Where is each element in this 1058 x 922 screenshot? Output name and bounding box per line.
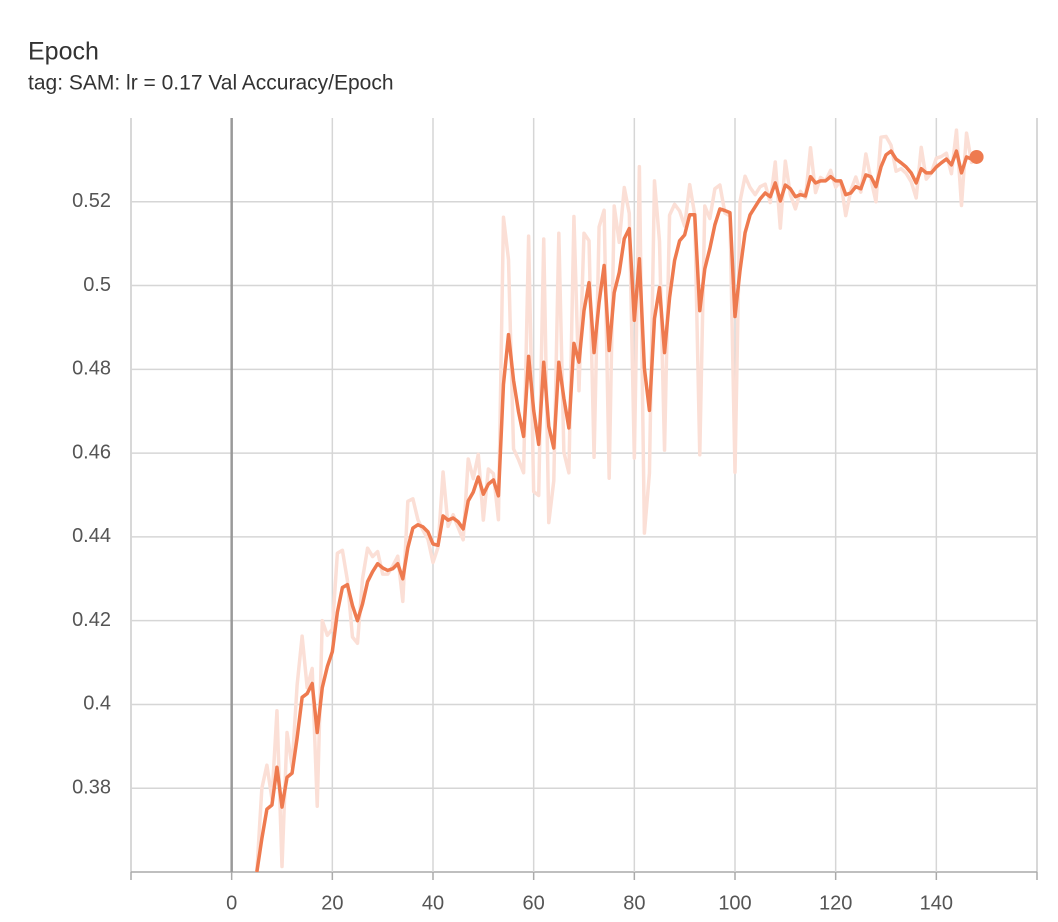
- x-tick-label: 140: [920, 892, 953, 914]
- y-tick-label: 0.52: [72, 190, 111, 212]
- x-tick-label: 0: [226, 892, 237, 914]
- x-tick-label: 60: [523, 892, 545, 914]
- y-tick-label: 0.38: [72, 777, 111, 799]
- x-tick-label: 100: [718, 892, 751, 914]
- plot-area: [255, 128, 979, 872]
- grid: [130, 118, 1038, 880]
- x-tick-label: 20: [321, 892, 343, 914]
- chart-title: Epoch: [28, 38, 99, 66]
- y-tick-label: 0.46: [72, 441, 111, 463]
- y-tick-label: 0.4: [83, 693, 111, 715]
- x-tick-label: 40: [422, 892, 444, 914]
- last-point: [969, 149, 984, 164]
- chart-subtitle: tag: SAM: lr = 0.17 Val Accuracy/Epoch: [28, 72, 394, 95]
- tick-labels: 0.38 0.4 0.42 0.44 0.46 0.48 0.5 0.52 0 20 40 60 80 1…: [72, 190, 953, 914]
- x-tick-label: 120: [819, 892, 852, 914]
- y-tick-label: 0.44: [72, 525, 111, 547]
- y-tick-label: 0.48: [72, 358, 111, 380]
- y-tick-label: 0.5: [83, 274, 111, 296]
- y-tick-label: 0.42: [72, 609, 111, 631]
- series-line: [255, 128, 979, 872]
- series-line: [255, 149, 978, 872]
- x-tick-label: 80: [623, 892, 645, 914]
